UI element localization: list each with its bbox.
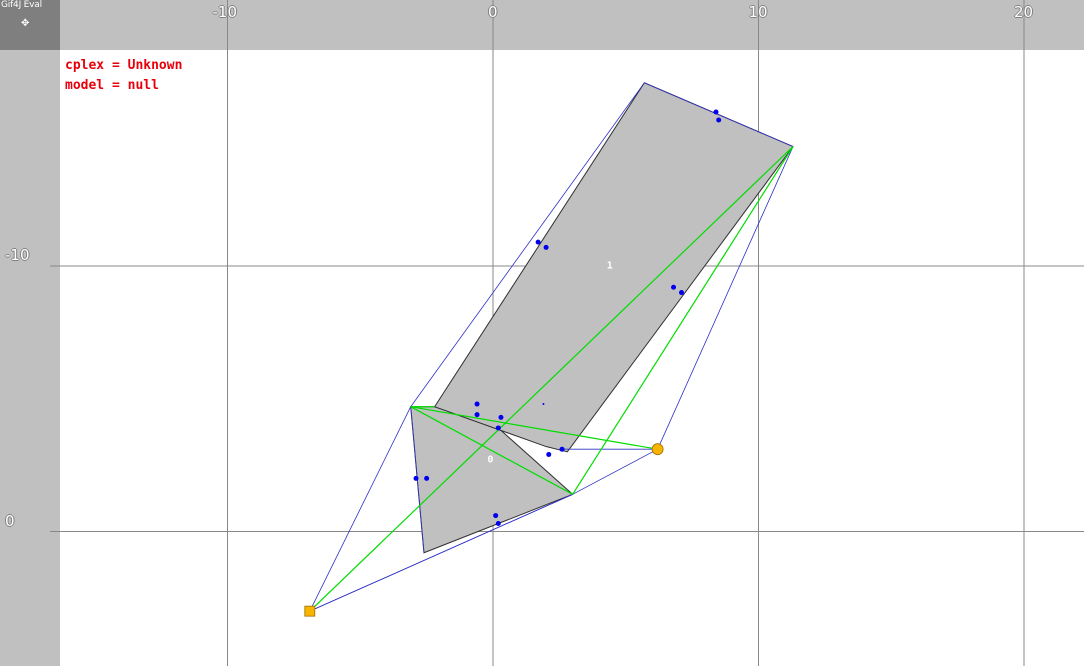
green-edge [309,146,794,612]
polygon-1 [433,82,794,453]
x-tick-label: 10 [748,3,768,21]
crosshair-icon[interactable]: ✥ [21,18,30,29]
y-tick-label: 0 [5,511,15,530]
hull-edge [572,448,658,495]
x-tick-label: -10 [212,3,238,21]
hull-edge [657,146,794,450]
data-point [498,414,504,420]
data-point [546,452,552,458]
cplex-status: cplex = Unknown [65,58,183,73]
green-edge [410,406,658,450]
data-point [413,475,419,481]
circle-marker [651,443,664,456]
hull-edge [309,406,412,612]
polygon-label: 0 [487,454,493,465]
data-point [713,109,719,115]
x-tick-label: 20 [1014,3,1034,21]
window-title: Gif4J Eval [1,0,42,10]
data-point [474,412,480,418]
polygon-labels: 01 [487,261,613,466]
green-edges [309,146,794,612]
window-corner: Gif4J Eval ✥ [0,0,60,50]
info-panel: cplex = Unknown model = null [65,56,182,96]
model-status: model = null [65,78,159,93]
y-tick-label: -10 [5,246,30,264]
y-axis-ruler [0,50,60,666]
small-mark [542,403,545,406]
hull-edge [410,82,645,407]
data-point [559,446,565,452]
square-marker [304,605,316,617]
polygons [410,82,794,554]
polygon-label: 1 [607,261,613,272]
data-point [679,290,685,296]
data-points [413,109,722,527]
data-point [495,425,501,431]
data-point [493,513,499,519]
data-point [543,244,549,250]
hull-edges [309,82,794,612]
data-point [671,284,677,290]
green-edge [572,146,794,495]
x-axis-ruler [60,0,1084,50]
data-point [495,521,501,527]
green-edge [410,406,573,495]
data-point [716,117,722,123]
x-tick-label: 0 [488,3,498,21]
hull-edge [309,493,573,612]
hull-edge [644,82,794,147]
data-point [535,239,541,245]
data-point [474,401,480,407]
markers [304,443,664,617]
data-point [424,475,430,481]
